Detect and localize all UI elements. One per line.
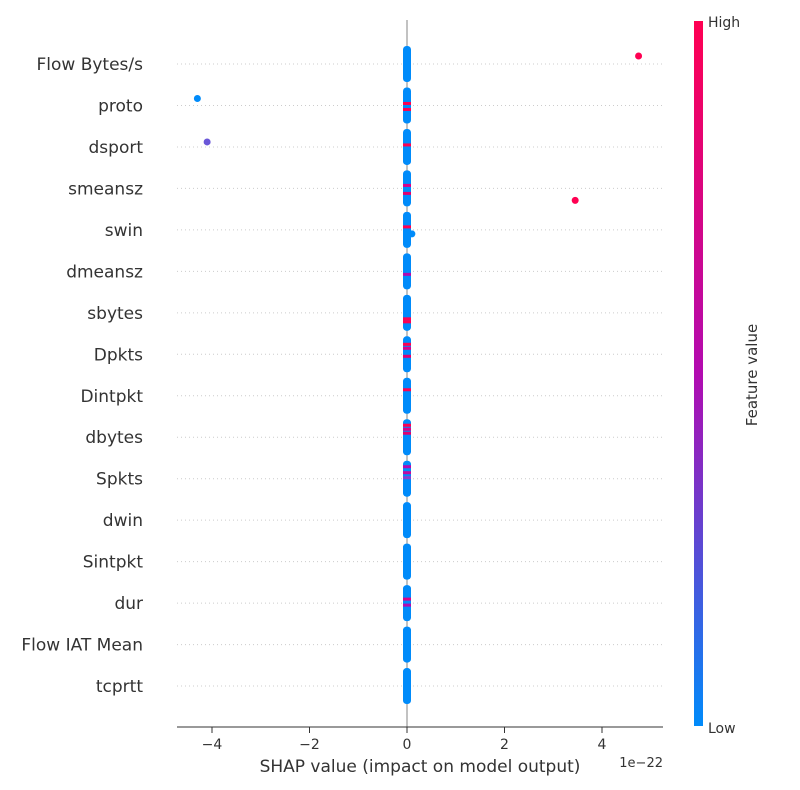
x-tick-label: 4 (598, 737, 607, 753)
feature-label: tcprtt (96, 677, 143, 697)
feature-row (193, 87, 411, 124)
feature-row (203, 128, 411, 165)
data-point (571, 196, 579, 204)
feature-row (403, 294, 411, 331)
x-axis-ticks: −4 −2 0 2 4 (202, 727, 607, 753)
feature-row (403, 543, 411, 580)
feature-row (403, 585, 411, 622)
point-cluster-accent (403, 317, 411, 321)
feature-row (403, 502, 411, 539)
point-cluster (403, 336, 411, 373)
feature-label: Dintpkt (80, 387, 143, 407)
point-cluster (403, 170, 411, 207)
point-cluster-accent (403, 471, 411, 475)
data-point (203, 138, 211, 146)
point-cluster (403, 585, 411, 622)
feature-label: smeansz (68, 179, 143, 199)
point-cluster-accent (403, 423, 411, 427)
x-tick-label: −4 (202, 737, 223, 753)
feature-label: dsport (89, 138, 144, 158)
point-cluster (403, 502, 411, 539)
point-cluster-accent (403, 272, 411, 276)
feature-rows (193, 46, 643, 705)
point-cluster-accent (403, 465, 411, 469)
feature-row (403, 170, 579, 207)
feature-label: dur (114, 594, 143, 614)
feature-label: Sintpkt (83, 553, 144, 573)
feature-row (403, 211, 416, 248)
point-cluster (403, 128, 411, 165)
data-point (635, 52, 643, 60)
x-axis-label: SHAP value (impact on model output) (260, 757, 581, 777)
point-cluster-accent (403, 388, 411, 392)
point-cluster (403, 294, 411, 331)
point-cluster-accent (403, 191, 411, 195)
feature-label: dbytes (85, 428, 143, 448)
feature-label: swin (105, 221, 143, 241)
point-cluster (403, 377, 411, 414)
feature-label: Dpkts (94, 345, 143, 365)
colorbar-high-label: High (708, 15, 740, 31)
point-cluster-accent (403, 342, 411, 346)
feature-row (403, 668, 411, 705)
point-cluster-accent (403, 431, 411, 435)
feature-row (403, 46, 643, 82)
feature-label: Flow IAT Mean (21, 636, 143, 656)
feature-labels: Flow Bytes/s proto dsport smeansz swin dmeans… (21, 55, 143, 697)
point-cluster (403, 668, 411, 705)
point-cluster (403, 211, 411, 248)
point-cluster (403, 543, 411, 580)
data-point (193, 94, 201, 102)
feature-label: proto (98, 96, 143, 116)
point-cluster-accent (403, 225, 411, 229)
point-cluster-accent (403, 427, 411, 431)
point-cluster-accent (403, 603, 411, 607)
x-axis-scale-label: 1e−22 (619, 756, 663, 771)
point-cluster-accent (403, 320, 411, 324)
colorbar-low-label: Low (708, 721, 736, 737)
feature-label: Spkts (96, 470, 143, 490)
point-cluster-accent (403, 476, 411, 480)
row-grid-lines (177, 63, 663, 687)
point-cluster (403, 46, 411, 82)
point-cluster-accent (403, 346, 411, 350)
point-cluster-accent (403, 107, 411, 111)
colorbar-title: Feature value (743, 324, 761, 426)
point-cluster-accent (403, 143, 411, 147)
data-point (408, 230, 416, 238)
x-tick-label: −2 (299, 737, 320, 753)
feature-row (403, 377, 411, 414)
x-tick-label: 2 (500, 737, 509, 753)
point-cluster-accent (403, 597, 411, 601)
feature-label: dmeansz (66, 262, 143, 282)
point-cluster-accent (403, 354, 411, 358)
point-cluster (403, 626, 411, 663)
x-tick-label: 0 (403, 737, 412, 753)
point-cluster (403, 253, 411, 290)
colorbar (694, 21, 703, 726)
feature-row (403, 460, 411, 497)
feature-row (403, 253, 411, 290)
point-cluster-accent (403, 101, 411, 105)
point-cluster (403, 87, 411, 124)
feature-label: sbytes (87, 304, 143, 324)
point-cluster-accent (403, 183, 411, 187)
feature-label: Flow Bytes/s (37, 55, 144, 75)
feature-label: dwin (103, 511, 143, 531)
feature-row (403, 336, 411, 373)
feature-row (403, 419, 411, 456)
feature-row (403, 626, 411, 663)
